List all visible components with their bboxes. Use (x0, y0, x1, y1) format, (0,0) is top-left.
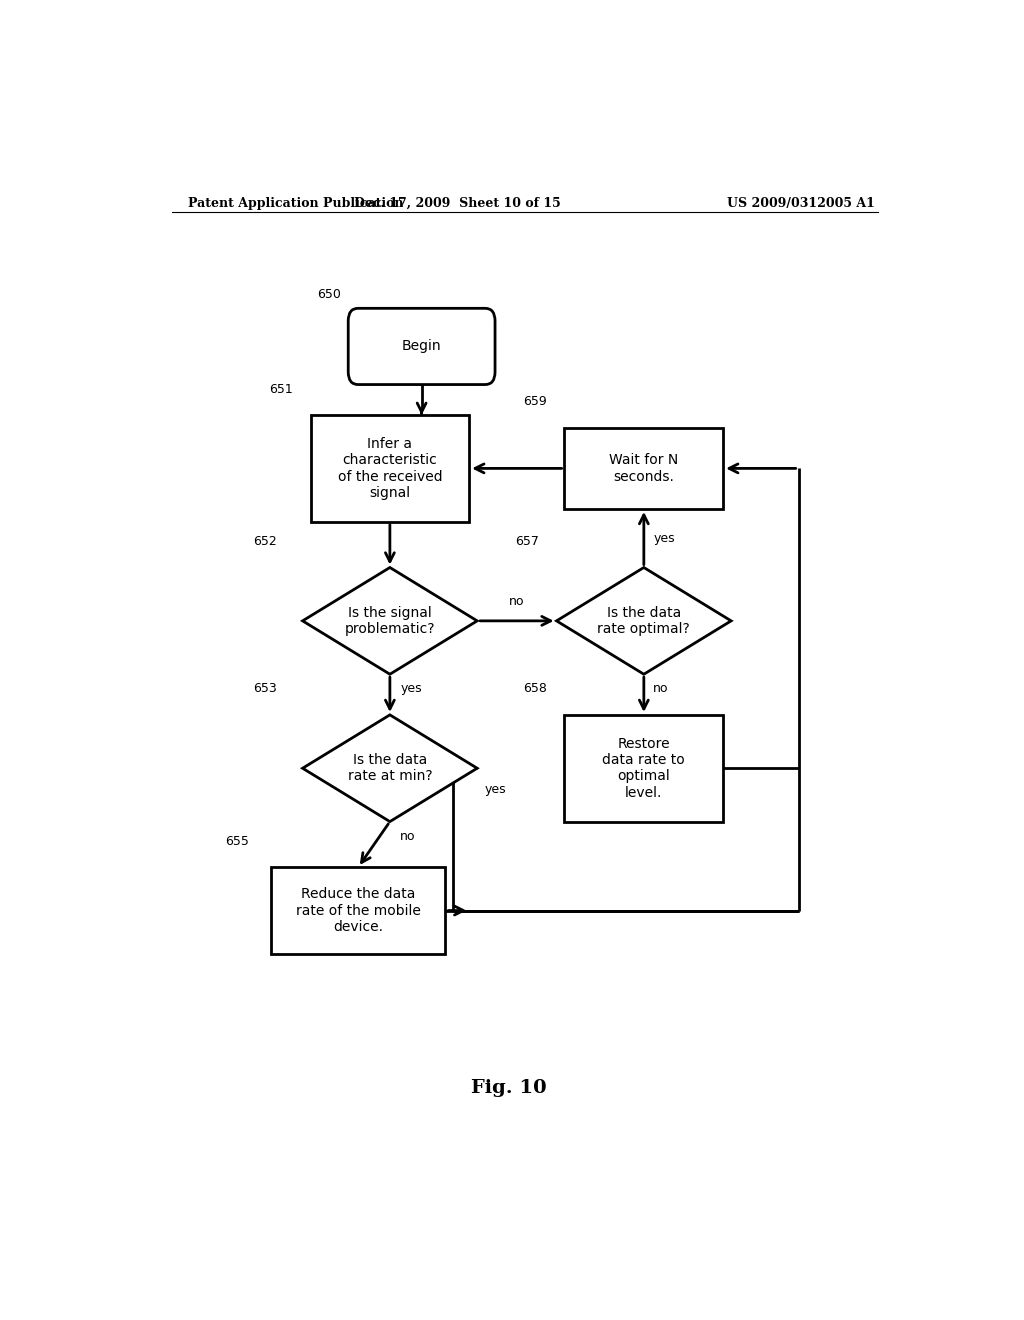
Text: no: no (399, 830, 415, 842)
Text: Dec. 17, 2009  Sheet 10 of 15: Dec. 17, 2009 Sheet 10 of 15 (354, 197, 561, 210)
Text: 651: 651 (269, 383, 293, 396)
Polygon shape (303, 715, 477, 821)
Text: Is the signal
problematic?: Is the signal problematic? (345, 606, 435, 636)
Text: Wait for N
seconds.: Wait for N seconds. (609, 453, 679, 483)
Text: Fig. 10: Fig. 10 (471, 1080, 547, 1097)
Text: 658: 658 (523, 682, 547, 696)
Bar (564, 428, 723, 510)
Text: Infer a
characteristic
of the received
signal: Infer a characteristic of the received s… (338, 437, 442, 500)
Text: 659: 659 (523, 395, 547, 408)
Bar (310, 414, 469, 521)
Polygon shape (557, 568, 731, 675)
Text: Reduce the data
rate of the mobile
device.: Reduce the data rate of the mobile devic… (296, 887, 421, 933)
Text: no: no (653, 682, 669, 696)
Text: Is the data
rate at min?: Is the data rate at min? (347, 754, 432, 783)
Text: 655: 655 (225, 834, 249, 847)
Bar (270, 867, 445, 954)
Text: yes: yes (400, 682, 422, 696)
Text: yes: yes (485, 784, 507, 796)
Text: US 2009/0312005 A1: US 2009/0312005 A1 (727, 197, 876, 210)
Text: Patent Application Publication: Patent Application Publication (187, 197, 403, 210)
Polygon shape (303, 568, 477, 675)
Text: 652: 652 (253, 535, 278, 548)
FancyBboxPatch shape (348, 309, 495, 384)
Bar (564, 715, 723, 821)
Text: yes: yes (653, 532, 675, 545)
Text: Restore
data rate to
optimal
level.: Restore data rate to optimal level. (602, 737, 685, 800)
Text: 653: 653 (253, 682, 278, 696)
Text: no: no (509, 594, 524, 607)
Text: 650: 650 (316, 289, 341, 301)
Text: Is the data
rate optimal?: Is the data rate optimal? (597, 606, 690, 636)
Text: Begin: Begin (401, 339, 441, 354)
Text: 657: 657 (515, 535, 540, 548)
